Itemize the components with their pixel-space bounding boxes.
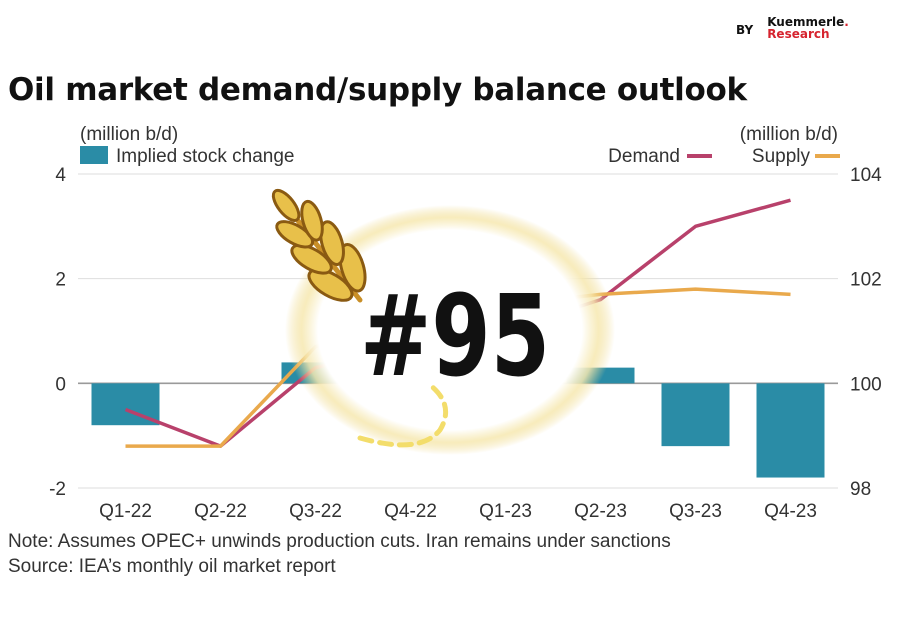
chart-source: Source: IEA’s monthly oil market report [8,556,336,577]
x-tick-label: Q1-22 [99,501,152,522]
right-tick-label: 98 [850,479,871,500]
chart-title: Oil market demand/supply balance outlook [8,72,747,108]
x-tick-label: Q3-22 [289,501,342,522]
x-tick-label: Q4-23 [764,501,817,522]
legend-swatch-stock-change [80,146,108,164]
brand-by: BY [736,23,754,37]
wheat-icon [271,188,367,303]
left-tick-label: 0 [55,374,66,395]
right-tick-label: 104 [850,165,882,186]
bar-stock-change [756,383,825,478]
x-tick-label: Q1-23 [479,501,532,522]
legend-label-supply: Supply [752,146,811,167]
bar-stock-change [661,383,730,447]
sticker-glow [285,205,615,455]
x-tick-label: Q4-22 [384,501,437,522]
x-tick-label: Q2-22 [194,501,247,522]
legend-label-demand: Demand [608,146,680,167]
left-axis-label: (million b/d) [80,124,178,145]
brand-dot: . [844,15,849,29]
brand-sub: Research [767,27,830,41]
dashed-trail [357,382,449,448]
chart-note: Note: Assumes OPEC+ unwinds production c… [8,531,671,552]
right-axis-label: (million b/d) [740,124,838,145]
left-tick-label: -2 [49,479,66,500]
legend-label-stock-change: Implied stock change [116,146,295,167]
badge-number: #95 [360,272,550,402]
right-tick-label: 102 [850,270,882,291]
brand-logo: BY Kuemmerle. Research [736,16,849,40]
right-tick-label: 100 [850,374,882,395]
sticker-overlay: #95 [271,188,615,455]
left-tick-label: 2 [55,270,66,291]
x-tick-label: Q2-23 [574,501,627,522]
left-tick-label: 4 [55,165,66,186]
x-tick-label: Q3-23 [669,501,722,522]
brand-name: Kuemmerle [767,15,845,29]
